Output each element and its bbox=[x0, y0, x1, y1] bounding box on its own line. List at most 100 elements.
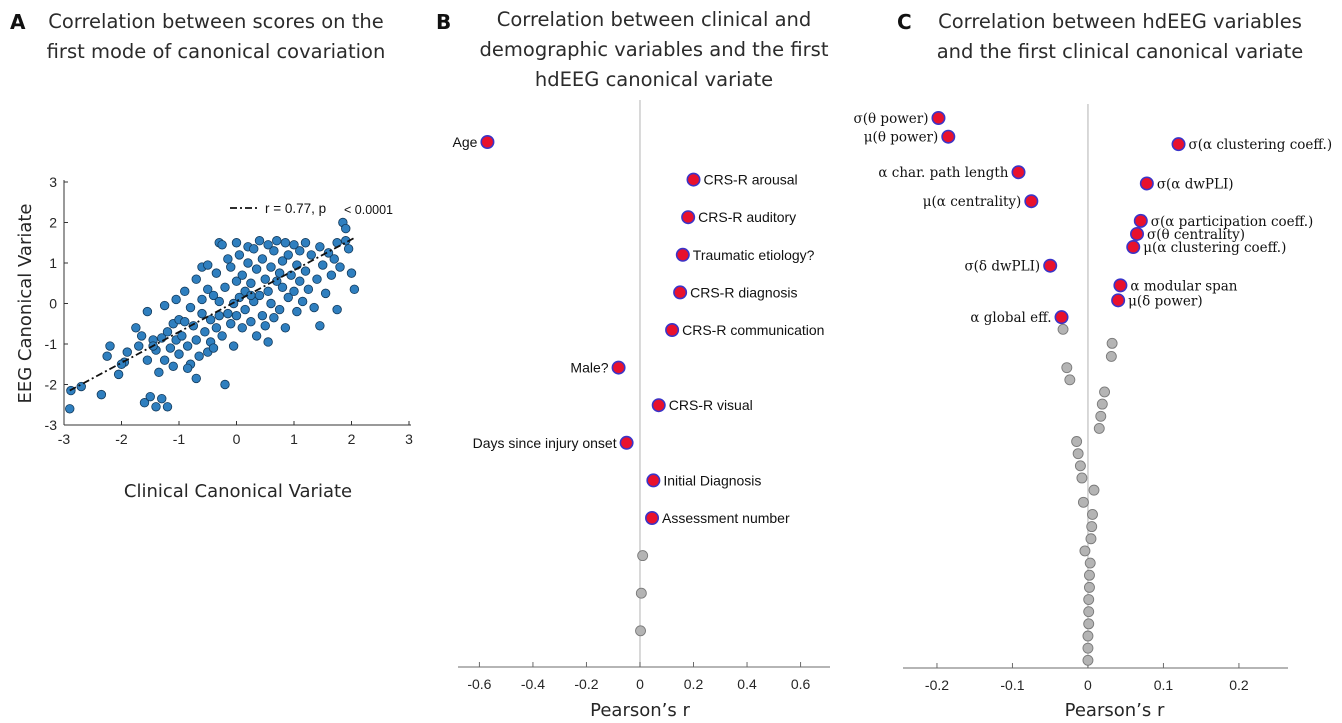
y-tick-label: -2 bbox=[45, 377, 58, 393]
data-point bbox=[191, 335, 201, 345]
nonsignificant-point bbox=[1085, 533, 1097, 545]
x-tick-label: 0 bbox=[1084, 677, 1092, 693]
nonsignificant-point bbox=[637, 550, 649, 562]
panel-c-title-line-1: Correlation between hdEEG variables bbox=[938, 10, 1302, 33]
highlighted-point bbox=[619, 435, 634, 450]
highlighted-point bbox=[480, 135, 495, 150]
data-point bbox=[274, 304, 285, 315]
nonsignificant-point bbox=[1064, 374, 1076, 386]
data-point bbox=[226, 262, 236, 272]
data-point bbox=[243, 258, 253, 268]
data-point bbox=[191, 274, 201, 284]
data-point bbox=[251, 331, 262, 341]
highlighted-point bbox=[681, 210, 696, 225]
y-tick-label: 2 bbox=[49, 215, 57, 231]
point-label: α modular span bbox=[1130, 278, 1237, 294]
nonsignificant-point bbox=[1079, 545, 1091, 557]
panel-b-title-line-1: Correlation between clinical and bbox=[497, 8, 812, 31]
nonsignificant-point bbox=[1105, 350, 1117, 362]
data-point bbox=[142, 355, 153, 365]
data-point bbox=[254, 290, 265, 301]
point-label: μ(α centrality) bbox=[923, 194, 1022, 210]
data-point bbox=[168, 361, 178, 371]
data-point bbox=[151, 402, 161, 412]
data-point bbox=[220, 379, 230, 390]
data-point bbox=[234, 250, 245, 260]
nonsignificant-point bbox=[1082, 654, 1094, 666]
data-point bbox=[295, 276, 305, 286]
point-label: μ(α clustering coeff.) bbox=[1143, 240, 1286, 256]
data-point bbox=[263, 240, 273, 250]
data-point bbox=[139, 398, 150, 408]
data-point bbox=[320, 288, 331, 299]
point-label: Initial Diagnosis bbox=[663, 472, 761, 488]
data-point bbox=[162, 327, 173, 337]
panel-b-points: Age CRS-R arousal CRS-R auditory Traumatic … bbox=[453, 134, 824, 637]
nonsignificant-point bbox=[1071, 436, 1083, 447]
data-point bbox=[194, 351, 204, 361]
data-point bbox=[315, 321, 325, 331]
highlighted-point bbox=[1111, 293, 1126, 308]
data-point bbox=[177, 331, 187, 341]
data-point bbox=[260, 321, 270, 331]
highlighted-point bbox=[651, 398, 666, 413]
data-point bbox=[211, 268, 222, 278]
point-label: CRS-R auditory bbox=[698, 209, 796, 225]
data-point bbox=[283, 292, 293, 303]
data-point bbox=[309, 302, 319, 313]
data-point bbox=[277, 256, 288, 266]
data-point bbox=[197, 294, 207, 305]
panel-b-title-line-2: demographic variables and the first bbox=[480, 38, 829, 61]
point-label: μ(δ power) bbox=[1128, 293, 1203, 309]
x-axis-label: Pearson’s r bbox=[1065, 700, 1165, 721]
data-point bbox=[214, 296, 224, 307]
x-tick-label: -0.4 bbox=[521, 676, 545, 692]
panel-letter-b: B bbox=[436, 10, 451, 34]
nonsignificant-point bbox=[1083, 618, 1095, 630]
data-point bbox=[266, 262, 276, 272]
x-tick-label: 0.6 bbox=[791, 676, 811, 692]
data-point bbox=[182, 363, 193, 374]
data-point bbox=[217, 331, 227, 341]
nonsignificant-point bbox=[1076, 472, 1088, 484]
x-axis-label: Clinical Canonical Variate bbox=[124, 481, 352, 502]
data-point bbox=[145, 391, 155, 402]
data-point bbox=[257, 254, 268, 264]
data-point bbox=[292, 306, 302, 317]
highlighted-point bbox=[1113, 278, 1128, 293]
nonsignificant-point bbox=[1072, 448, 1084, 460]
nonsignificant-point bbox=[1084, 569, 1095, 581]
nonsignificant-point bbox=[1086, 521, 1098, 533]
highlighted-point bbox=[646, 473, 661, 488]
highlighted-point bbox=[1024, 194, 1039, 209]
nonsignificant-point bbox=[1061, 362, 1073, 374]
data-point bbox=[263, 337, 273, 347]
y-tick-label: 0 bbox=[49, 296, 57, 312]
data-point bbox=[231, 238, 242, 248]
data-point bbox=[274, 268, 285, 278]
data-point bbox=[303, 284, 314, 295]
x-tick-label: -0.1 bbox=[1000, 677, 1024, 693]
data-point bbox=[335, 262, 345, 272]
data-point bbox=[159, 355, 170, 365]
data-point bbox=[191, 373, 201, 384]
highlighted-point bbox=[1126, 240, 1141, 255]
data-point bbox=[280, 323, 291, 333]
point-label: CRS-R visual bbox=[669, 397, 753, 413]
data-point bbox=[295, 246, 305, 256]
data-point bbox=[122, 347, 132, 357]
x-tick-label: 0.4 bbox=[737, 676, 757, 692]
point-label: α char. path length bbox=[878, 165, 1008, 181]
highlighted-point bbox=[1133, 213, 1148, 228]
data-point bbox=[228, 341, 239, 351]
point-label: CRS-R diagnosis bbox=[690, 284, 797, 300]
point-label: Age bbox=[453, 134, 478, 150]
point-label: CRS-R communication bbox=[682, 322, 824, 338]
x-tick-label: 2 bbox=[348, 431, 356, 447]
data-point bbox=[246, 317, 256, 327]
data-point bbox=[240, 304, 250, 315]
data-point bbox=[269, 312, 279, 323]
panel-letter-a: A bbox=[10, 10, 26, 34]
nonsignificant-point bbox=[1074, 460, 1086, 472]
point-label: Assessment number bbox=[662, 510, 790, 526]
